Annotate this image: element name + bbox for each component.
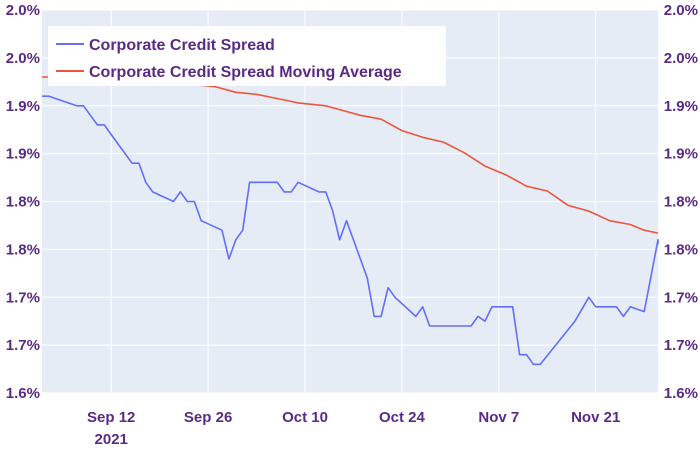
x-tick-label: Nov 21 <box>571 409 620 426</box>
x-tick-label: Nov 7 <box>478 409 519 426</box>
y-tick-label-right: 1.7% <box>664 337 698 354</box>
legend: Corporate Credit Spread Corporate Credit… <box>48 26 446 86</box>
y-tick-label-right: 1.9% <box>664 146 698 163</box>
y-tick-label-right: 2.0% <box>664 2 698 19</box>
x-tick-label: Sep 26 <box>184 409 232 426</box>
y-tick-label-left: 2.0% <box>6 50 40 67</box>
y-tick-label-left: 1.9% <box>6 146 40 163</box>
y-tick-label-right: 1.8% <box>664 194 698 211</box>
y-axis-right: 1.6% 1.7% 1.7% 1.8% 1.8% 1.9% 1.9% 2.0% 2.0% <box>664 2 698 402</box>
x-axis: Sep 12 2021 Sep 26 Oct 10 Oct 24 Nov 7 Nov 21 <box>87 409 620 448</box>
y-axis-left: 1.6% 1.7% 1.7% 1.8% 1.8% 1.9% 1.9% 2.0% 2.0% <box>6 2 40 402</box>
y-tick-label-left: 1.8% <box>6 194 40 211</box>
legend-label-moving-average: Corporate Credit Spread Moving Average <box>89 64 402 81</box>
y-tick-label-right: 1.8% <box>664 241 698 258</box>
x-tick-sublabel: 2021 <box>95 431 128 448</box>
y-tick-label-right: 1.7% <box>664 289 698 306</box>
y-tick-label-left: 1.7% <box>6 289 40 306</box>
legend-label-corporate-credit-spread: Corporate Credit Spread <box>89 37 275 54</box>
legend-box <box>48 26 446 86</box>
x-tick-label: Oct 24 <box>379 409 426 426</box>
y-tick-label-left: 1.8% <box>6 241 40 258</box>
y-tick-label-right: 1.9% <box>664 98 698 115</box>
y-tick-label-right: 2.0% <box>664 50 698 67</box>
y-tick-label-right: 1.6% <box>664 385 698 402</box>
series-line-0 <box>42 95 659 366</box>
y-tick-label-left: 1.9% <box>6 98 40 115</box>
y-tick-label-left: 1.6% <box>6 385 40 402</box>
x-tick-label: Oct 10 <box>282 409 328 426</box>
y-tick-label-left: 1.7% <box>6 337 40 354</box>
y-tick-label-left: 2.0% <box>6 2 40 19</box>
x-tick-label: Sep 12 <box>87 409 135 426</box>
